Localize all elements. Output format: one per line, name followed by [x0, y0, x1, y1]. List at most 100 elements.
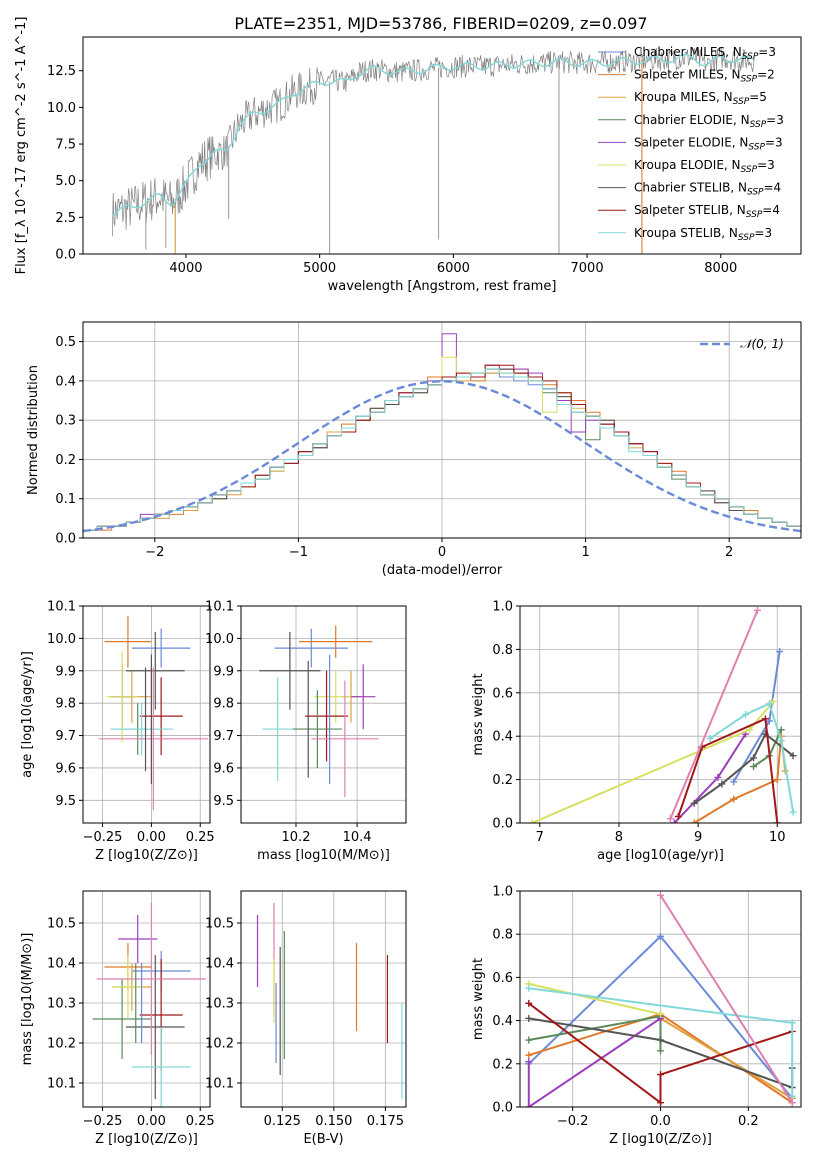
y-tick-label: 0.6 [492, 971, 513, 986]
x-tick-label: 10.4 [343, 830, 372, 845]
plot-area [528, 606, 797, 823]
axes-layer: 4000 5000 6000 7000 80000.02.55.07.510.012.5… [14, 17, 802, 1147]
weight-marker [657, 1010, 664, 1018]
axes-frame [519, 605, 802, 824]
weight-marker [666, 815, 674, 823]
axes-5: −0.25 0.00 0.25 10.1 10.2 10.3 10.4 10.5 Z [log1… [20, 890, 215, 1147]
x-tick-label: 0.2 [738, 1114, 759, 1129]
y-tick-label: 10.2 [47, 1037, 76, 1052]
axes-3: 10.2 10.4 9.5 9.6 9.7 9.8 9.9 10.0 10.1 mass [log… [205, 600, 407, 863]
legend-label-subscript: SSP [741, 75, 758, 85]
y-tick-label: 5.0 [55, 174, 76, 189]
legend-label-tail: =3 [757, 158, 775, 172]
legend-label-text: Kroupa MILES, N [634, 90, 733, 104]
x-tick-label: 1 [581, 545, 589, 560]
weight-marker [657, 1036, 664, 1044]
x-tick-label: 0.175 [367, 1114, 404, 1129]
x-tick-label: 9 [694, 830, 702, 845]
weight-marker [761, 715, 769, 723]
y-tick-label: 10.1 [205, 600, 234, 615]
axes-2: −0.25 0.00 0.25 9.5 9.6 9.7 9.8 9.9 10.0 10.1 Z [l… [20, 600, 215, 864]
y-tick-label: 0.4 [55, 374, 76, 389]
legend-label: Salpeter MILES, NSSP=2 [634, 68, 775, 85]
weight-line [677, 717, 779, 823]
legend-label: Salpeter ELODIE, NSSP=3 [634, 135, 783, 152]
y-tick-label: 10.1 [47, 600, 76, 615]
weight-marker [789, 808, 797, 816]
legend-label-tail: =4 [764, 181, 782, 195]
legend-label-tail: =3 [758, 45, 776, 59]
y-tick-label: 9.8 [55, 697, 76, 712]
y-axis-label: mass weight [471, 673, 486, 755]
weight-marker [528, 819, 536, 823]
y-tick-label: 9.7 [55, 729, 76, 744]
weight-marker [765, 700, 773, 708]
y-axis-label: Normed distribution [26, 365, 41, 495]
legend-label-text: Salpeter MILES, N [634, 68, 741, 82]
x-tick-label: 10 [769, 830, 786, 845]
legend-label-tail: =4 [762, 203, 780, 217]
plot-area [525, 891, 796, 1107]
y-tick-label: 0.1 [55, 492, 76, 507]
axes-1: −2 −1 0 1 2 0.0 0.1 0.2 0.3 0.4 0.5 (data-model)/er… [26, 321, 802, 578]
weight-marker [777, 737, 785, 745]
plot-area [111, 47, 755, 254]
weight-line [528, 982, 661, 1016]
weight-marker [674, 812, 682, 820]
axes-frame [82, 890, 211, 1108]
weight-marker [714, 773, 722, 781]
x-tick-label: 0.00 [137, 830, 166, 845]
x-tick-label: 10.2 [282, 830, 311, 845]
weight-marker [765, 717, 773, 725]
x-tick-label: −1 [289, 545, 308, 560]
y-axis-label: mass weight [471, 958, 486, 1040]
legend-label-text: Kroupa STELIB, N [634, 226, 738, 240]
weight-marker [706, 734, 714, 742]
plot-area [256, 903, 403, 1099]
weight-marker [525, 1051, 533, 1059]
x-tick-label: 7 [536, 830, 544, 845]
axes-frame [240, 890, 407, 1108]
weight-line [659, 1017, 793, 1100]
weight-marker [657, 891, 664, 899]
legend-label-tail: =3 [754, 226, 772, 240]
weight-marker [773, 819, 781, 823]
x-axis-label: E(B-V) [303, 1132, 343, 1147]
y-tick-label: 2.5 [55, 211, 76, 226]
chart-title: PLATE=2351, MJD=53786, FIBERID=0209, z=0… [234, 14, 647, 33]
legend-label-subscript: SSP [750, 120, 767, 130]
axes-frame [82, 605, 211, 824]
legend-label-subscript: SSP [747, 188, 764, 198]
x-tick-label: 6000 [437, 261, 470, 276]
y-tick-label: 10.2 [205, 1037, 234, 1052]
weight-line [527, 1017, 662, 1107]
x-tick-label: 5000 [303, 261, 336, 276]
axes-frame [519, 890, 802, 1108]
y-tick-label: 9.5 [55, 794, 76, 809]
x-tick-label: 4000 [169, 261, 202, 276]
weight-marker [730, 778, 738, 786]
legend-label: 𝒩(0, 1) [740, 337, 784, 351]
x-tick-label: −0.25 [83, 830, 123, 845]
x-tick-label: 0.125 [264, 1114, 301, 1129]
legend-label-subscript: SSP [733, 97, 750, 107]
legend-label-subscript: SSP [738, 233, 755, 243]
x-tick-label: 0.25 [186, 1114, 215, 1129]
y-tick-label: 0.0 [55, 532, 76, 547]
y-tick-label: 0.0 [492, 1101, 513, 1116]
y-tick-label: 10.5 [47, 917, 76, 932]
weight-marker [718, 780, 726, 788]
plot-area [92, 903, 207, 1107]
y-tick-label: 9.9 [55, 664, 76, 679]
legend-label: Salpeter STELIB, NSSP=4 [634, 203, 780, 220]
x-axis-label: mass [log10(M/M⊙)] [257, 848, 390, 863]
x-axis-label: (data-model)/error [382, 563, 503, 578]
weight-marker [525, 1036, 533, 1044]
legend-label-text: Salpeter STELIB, N [634, 203, 746, 217]
legend-label-text: Chabrier STELIB, N [634, 181, 747, 195]
legend-label-subscript: SSP [742, 52, 759, 62]
legend-label-tail: =3 [765, 135, 783, 149]
legend-label: Kroupa ELODIE, NSSP=3 [634, 158, 775, 175]
x-tick-label: 8 [615, 830, 623, 845]
